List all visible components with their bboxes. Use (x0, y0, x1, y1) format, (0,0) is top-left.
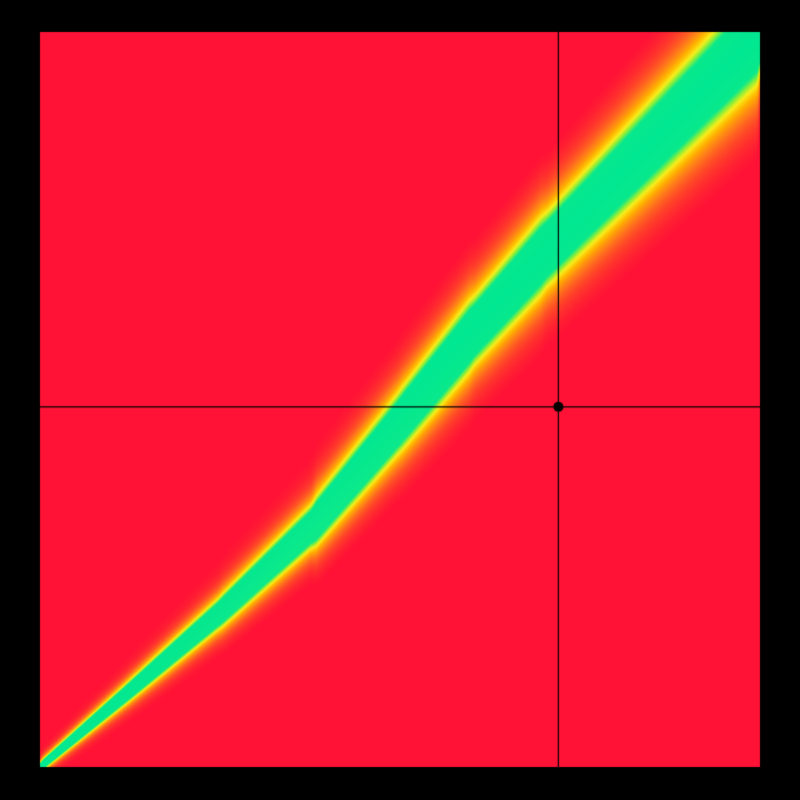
bottleneck-heatmap (0, 0, 800, 800)
chart-container: TheBottleneck.com (0, 0, 800, 800)
